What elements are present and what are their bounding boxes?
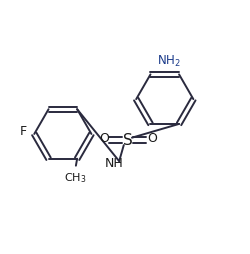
Text: O: O	[99, 132, 109, 146]
Text: S: S	[122, 133, 132, 148]
Text: NH: NH	[104, 157, 123, 170]
Text: NH$_2$: NH$_2$	[157, 54, 180, 69]
Text: F: F	[20, 125, 27, 138]
Text: CH$_3$: CH$_3$	[64, 172, 86, 185]
Text: O: O	[148, 132, 157, 146]
